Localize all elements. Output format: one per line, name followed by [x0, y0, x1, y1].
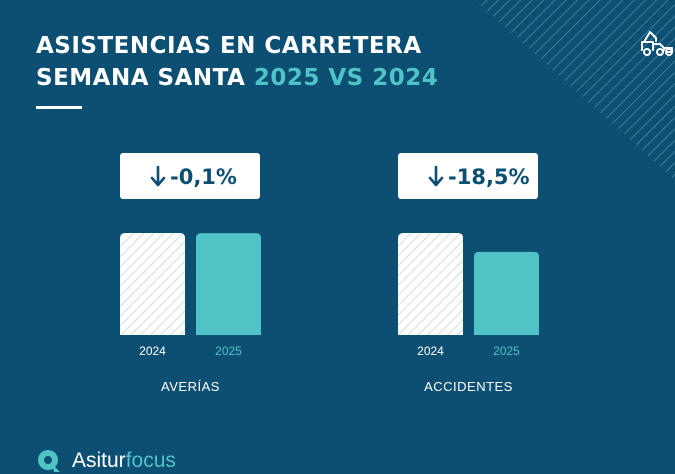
down-arrow-icon — [428, 165, 444, 187]
brand-logo: Asiturfocus — [36, 448, 176, 474]
chart-group-0: -0,1% 2024 2025 AVERÍAS — [120, 153, 261, 394]
tick-label-2025: 2025 — [493, 344, 520, 358]
page-title-line2: SEMANA SANTA 2025 VS 2024 — [36, 65, 438, 91]
asitur-logo-icon — [38, 450, 60, 472]
change-value: -18,5% — [448, 165, 530, 189]
tick-label-2025: 2025 — [215, 344, 242, 358]
page-title-line1: ASISTENCIAS EN CARRETERA — [36, 33, 422, 59]
change-badge — [398, 153, 538, 199]
brand-name: Asiturfocus — [72, 449, 176, 473]
down-arrow-icon — [150, 165, 166, 187]
bar-2024 — [120, 233, 185, 335]
group-label: ACCIDENTES — [424, 379, 513, 394]
brand-name-accent: focus — [125, 449, 176, 472]
bar-2025 — [196, 233, 261, 335]
title-accent: 2025 VS 2024 — [253, 65, 439, 91]
brand-name-prefix: Asitur — [72, 449, 126, 472]
tick-label-2024: 2024 — [417, 344, 444, 358]
tow-truck-icon — [641, 31, 673, 56]
tick-label-2024: 2024 — [139, 344, 166, 358]
group-label: AVERÍAS — [161, 379, 220, 394]
chart-group-1: -18,5% 2024 2025 ACCIDENTES — [398, 153, 539, 394]
title-prefix: SEMANA SANTA — [36, 65, 254, 91]
bar-2024 — [398, 233, 463, 335]
title-underline — [36, 106, 82, 109]
change-value: -0,1% — [170, 165, 237, 189]
bar-2025 — [474, 251, 539, 335]
change-badge — [120, 153, 260, 199]
corner-hatch-decoration — [475, 0, 675, 180]
